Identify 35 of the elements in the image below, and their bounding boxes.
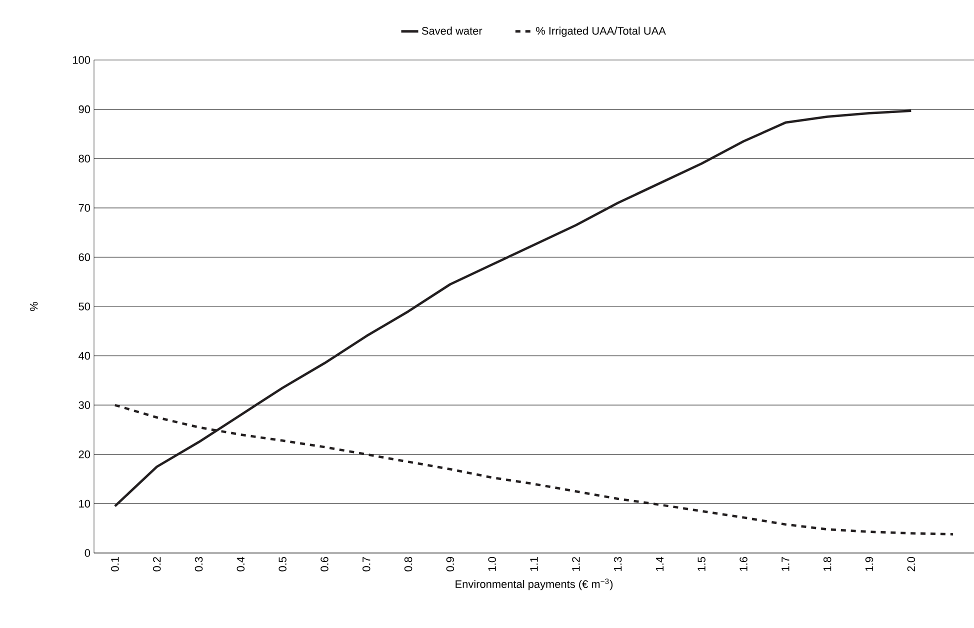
x-tick-label: 0.1 — [111, 557, 119, 572]
y-tick-label: 60 — [78, 253, 90, 262]
x-tick-label: 0.3 — [194, 557, 203, 572]
x-tick-label: 1.1 — [530, 557, 538, 571]
legend-label: Saved water — [422, 26, 482, 35]
x-tick-label: 0.9 — [446, 557, 454, 572]
x-tick-label: 0.5 — [278, 556, 286, 572]
x-tick-label: 0.7 — [362, 557, 370, 572]
x-tick-label: 1.5 — [698, 556, 706, 571]
y-tick-label: 90 — [78, 105, 90, 114]
y-tick-label: 0 — [84, 549, 90, 557]
x-tick-label: 1.9 — [865, 557, 874, 571]
y-tick-label: 50 — [78, 302, 90, 310]
y-tick-label: 10 — [79, 500, 90, 508]
x-tick-label: 1.2 — [572, 557, 580, 571]
y-tick-label: 20 — [78, 450, 90, 458]
y-axis-title: % — [30, 302, 38, 311]
x-tick-label: 0.4 — [236, 556, 245, 572]
y-tick-label: 30 — [78, 401, 90, 409]
x-tick-label: 0.8 — [404, 557, 412, 572]
x-tick-label: 0.2 — [152, 557, 161, 572]
legend-label: % Irrigated UAA/Total UAA — [536, 26, 666, 37]
y-tick-label: 80 — [78, 154, 90, 162]
x-tick-label: 1.3 — [614, 557, 622, 571]
x-tick-label: 1.0 — [488, 556, 496, 571]
x-tick-label: 1.8 — [823, 557, 832, 571]
x-tick-label: 1.4 — [656, 556, 664, 571]
x-tick-label: 1.6 — [740, 557, 748, 571]
y-tick-label: 100 — [73, 56, 90, 64]
x-tick-label: 0.6 — [320, 557, 328, 572]
x-axis-title: Environmental payments (€ m$^{−3}$) — [456, 578, 613, 590]
x-tick-label: 1.7 — [782, 557, 790, 571]
y-tick-label: 70 — [78, 204, 90, 212]
y-tick-label: 40 — [78, 352, 90, 360]
x-tick-label: 2.0 — [907, 556, 916, 572]
